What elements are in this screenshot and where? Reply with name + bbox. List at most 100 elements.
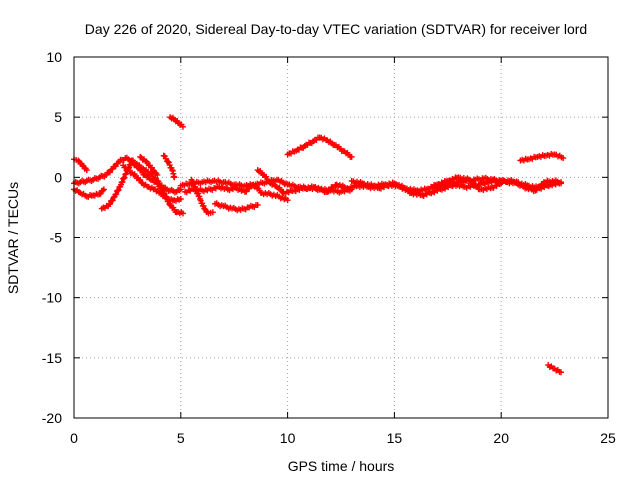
data-point (211, 200, 225, 210)
data-point (284, 148, 298, 158)
data-point (348, 153, 355, 160)
data-point (132, 173, 145, 186)
data-point (209, 177, 225, 186)
data-point (154, 171, 161, 178)
data-point (429, 182, 443, 192)
chart-title: Day 226 of 2020, Sidereal Day-to-day VTE… (85, 21, 587, 37)
data-point (273, 176, 290, 188)
data-point (391, 180, 407, 191)
series-arc-13 (254, 167, 287, 195)
data-point (558, 369, 565, 376)
data-marks (71, 114, 567, 376)
data-point (188, 176, 199, 190)
data-point (476, 184, 492, 193)
grid (74, 57, 608, 418)
data-point (348, 177, 364, 187)
series-arc-1 (71, 156, 90, 174)
data-point (312, 183, 328, 196)
data-point (83, 191, 95, 200)
x-tick-label: 25 (600, 430, 616, 446)
data-point (246, 201, 259, 211)
data-point (316, 134, 328, 143)
data-point (179, 210, 186, 217)
data-point (115, 156, 127, 165)
data-point (216, 183, 230, 192)
series-arc-12 (211, 200, 261, 214)
data-point (109, 160, 121, 172)
y-tick-label: 5 (54, 109, 62, 125)
series-arc-5 (120, 162, 184, 204)
data-point (90, 175, 102, 183)
data-point (182, 185, 195, 196)
data-point (207, 183, 221, 193)
data-point (464, 176, 477, 185)
y-tick-label: -5 (50, 230, 63, 246)
data-point (558, 179, 565, 186)
data-point (276, 193, 289, 203)
x-tick-label: 5 (177, 430, 185, 446)
x-tick-label: 10 (280, 430, 296, 446)
data-point (197, 195, 207, 210)
data-point (171, 174, 178, 181)
data-point (267, 180, 279, 190)
data-point (79, 162, 89, 172)
data-point (429, 185, 446, 196)
data-point (408, 189, 424, 198)
data-point (543, 150, 556, 159)
data-point (412, 185, 428, 195)
data-point (370, 180, 385, 190)
series-arc-18 (515, 177, 565, 195)
series-arc-11 (188, 176, 216, 217)
y-tick-label: -10 (42, 290, 62, 306)
series-arc-8 (167, 114, 186, 130)
series-arc-14 (284, 134, 355, 160)
plot-frame (73, 56, 609, 419)
data-point (111, 183, 124, 200)
data-point (177, 195, 184, 202)
series-arc-6 (137, 153, 161, 178)
data-point (323, 137, 337, 149)
x-axis-label: GPS time / hours (288, 458, 395, 474)
x-tick-label: 20 (493, 430, 509, 446)
y-tick-label: 0 (54, 169, 62, 185)
x-tick-label: 15 (387, 430, 403, 446)
y-axis-label: SDTVAR / TECUs (5, 182, 21, 294)
data-point (402, 185, 417, 194)
data-point (344, 182, 360, 192)
data-point (472, 175, 486, 184)
data-point (233, 185, 247, 194)
data-point (77, 189, 89, 199)
data-point (540, 177, 554, 186)
data-point (254, 202, 261, 209)
data-point (192, 186, 203, 200)
data-point (152, 186, 164, 196)
data-point (446, 178, 460, 187)
y-tick-label: 10 (46, 49, 62, 65)
data-point (199, 177, 215, 186)
data-point (179, 123, 186, 130)
data-point (83, 167, 90, 174)
data-point (71, 186, 82, 196)
data-point (224, 184, 238, 194)
data-point (515, 181, 529, 192)
data-point (237, 204, 251, 213)
series-arc-7 (160, 152, 178, 181)
series-arc-20 (545, 362, 565, 376)
data-point (551, 365, 563, 375)
series-arc-3 (71, 186, 107, 200)
series-arc-10 (182, 181, 291, 204)
series-arc-19 (517, 150, 567, 164)
data-point (532, 180, 546, 194)
data-point (96, 172, 108, 181)
data-point (209, 209, 216, 216)
y-tick-label: -20 (42, 410, 62, 426)
data-point (380, 179, 396, 189)
data-point (498, 176, 512, 185)
data-point (560, 155, 567, 162)
data-point (506, 177, 520, 186)
data-point (100, 186, 107, 193)
axis-ticks: 0 5 10 15 20 25 -20 -15 -10 -5 0 5 10 (42, 49, 616, 446)
y-tick-label: -15 (42, 350, 62, 366)
data-point (545, 362, 556, 372)
